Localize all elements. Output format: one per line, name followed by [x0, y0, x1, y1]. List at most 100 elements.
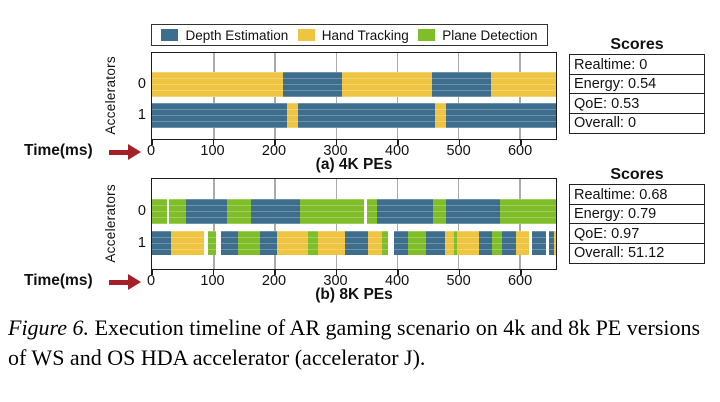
score-overall: Overall: 0	[569, 112, 705, 134]
score-realtime: Realtime: 0.68	[569, 184, 705, 205]
timeline-segment	[152, 103, 288, 128]
axis-tick	[520, 140, 522, 145]
score-realtime: Realtime: 0	[569, 54, 705, 75]
scores-title-a: Scores	[610, 36, 664, 53]
timeline-segment	[318, 231, 345, 255]
axis-tick-label: 400	[384, 143, 410, 159]
timeline-segment	[287, 103, 299, 128]
red-arrow-icon	[109, 274, 141, 290]
timeline-segment	[432, 199, 447, 224]
axis-tick	[458, 270, 461, 275]
timeline-segment	[169, 199, 186, 224]
axis-tick	[458, 140, 461, 145]
timeline-segment	[250, 199, 301, 224]
y-axis-label-accelerators-a: Accelerators	[102, 55, 118, 135]
timeline-segment	[393, 231, 408, 255]
axis-tick	[151, 270, 153, 275]
gridline	[396, 179, 399, 269]
timeline-segment	[308, 231, 319, 255]
depth-estimation-swatch-icon	[161, 29, 179, 41]
timeline-segment	[434, 103, 447, 128]
timeline-segment	[426, 231, 445, 255]
timeline-segment	[381, 231, 388, 255]
timeline-segment	[492, 231, 502, 255]
axis-tick	[335, 140, 338, 145]
score-qoe: QoE: 0.97	[569, 223, 705, 244]
legend-item-depth-estimation: Depth Estimation	[161, 28, 288, 43]
timeline-segment	[501, 231, 517, 255]
axis-tick-label: 200	[261, 273, 287, 289]
axis-tick-label: 100	[200, 143, 225, 159]
row-label-accelerator-1: 1	[137, 107, 146, 123]
timeline-segment	[376, 199, 433, 224]
x-axis-b: 0 100 200 300 400 500 600	[147, 270, 557, 292]
red-arrow-icon	[109, 144, 141, 160]
score-overall: Overall: 51.12	[569, 242, 705, 264]
scores-table-a: Realtime: 0 Energy: 0.54 QoE: 0.53 Overa…	[569, 54, 705, 134]
accelerator-1-track	[152, 231, 556, 255]
row-label-accelerator-1: 1	[137, 235, 146, 251]
axis-tick-label: 0	[146, 143, 156, 159]
timeline-segment	[300, 199, 364, 224]
axis-tick-label: 600	[507, 273, 533, 289]
legend-label: Plane Detection	[442, 27, 538, 43]
timeline-segment	[342, 72, 432, 97]
legend-item-hand-tracking: Hand Tracking	[297, 27, 409, 43]
figure-caption-label: Figure 6.	[8, 315, 90, 340]
legend-label: Hand Tracking	[321, 27, 409, 43]
scores-table-b: Realtime: 0.68 Energy: 0.79 QoE: 0.97 Ov…	[569, 184, 705, 264]
legend: Depth Estimation Hand Tracking Plane Det…	[151, 24, 548, 46]
axis-tick-label: 500	[446, 143, 471, 159]
axis-tick-label: 100	[200, 273, 225, 289]
subcaption-4k-pes: (a) 4K PEs	[315, 156, 393, 173]
gridline	[274, 179, 276, 269]
legend-item-plane-detection: Plane Detection	[418, 27, 538, 43]
accelerator-1-track	[152, 103, 556, 128]
axis-tick	[151, 140, 153, 145]
row-label-accelerator-0: 0	[137, 203, 146, 219]
timeline-segment	[282, 72, 343, 97]
legend-label: Depth Estimation	[185, 27, 289, 43]
timeline-segment	[344, 231, 369, 255]
timeline-plot-4k: 0 1	[138, 52, 557, 140]
timeline-segment	[226, 199, 251, 224]
timeline-segment	[170, 231, 205, 255]
timeline-segment	[238, 231, 261, 255]
axis-tick-label: 0	[146, 273, 156, 289]
scores-title-b: Scores	[610, 166, 664, 183]
timeline-segment	[276, 231, 309, 255]
axis-tick	[520, 270, 522, 275]
score-energy: Energy: 0.54	[569, 73, 705, 95]
timeline-segment	[366, 199, 377, 224]
timeline-segment	[260, 231, 277, 255]
timeline-segment	[431, 72, 492, 97]
axis-tick-label: 500	[446, 273, 471, 289]
figure-caption: Figure 6. Execution timeline of AR gamin…	[8, 313, 702, 374]
x-axis-a: 0 100 200 300 400 500 600	[147, 140, 557, 162]
timeline-segment	[532, 231, 547, 255]
axis-tick	[212, 270, 214, 275]
score-qoe: QoE: 0.53	[569, 93, 705, 114]
axis-tick	[335, 270, 338, 275]
time-axis-label-b: Time(ms)	[24, 272, 93, 289]
timeline-segment	[298, 103, 435, 128]
axis-tick	[212, 140, 214, 145]
gridline	[213, 179, 215, 269]
axis-tick-label: 300	[323, 273, 348, 289]
y-axis-label-accelerators-b: Accelerators	[102, 184, 118, 263]
accelerator-0-track	[152, 72, 556, 97]
axis-tick	[397, 270, 399, 275]
timeline-segment	[185, 199, 227, 224]
timeline-segment	[152, 231, 171, 255]
timeline-segment	[446, 199, 501, 224]
timeline-segment	[407, 231, 427, 255]
axis-tick-label: 400	[384, 273, 410, 289]
timeline-segment	[479, 231, 493, 255]
axis-tick-label: 600	[507, 143, 533, 159]
axis-tick	[397, 140, 399, 145]
timeline-segment	[549, 231, 554, 255]
timeline-segment	[553, 231, 556, 255]
timeline-segment	[152, 72, 283, 97]
plane-detection-swatch-icon	[418, 29, 436, 41]
